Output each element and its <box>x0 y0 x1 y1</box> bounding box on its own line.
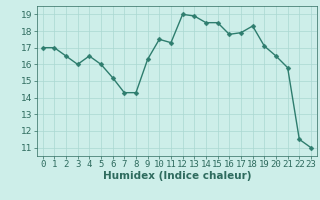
X-axis label: Humidex (Indice chaleur): Humidex (Indice chaleur) <box>102 171 251 181</box>
